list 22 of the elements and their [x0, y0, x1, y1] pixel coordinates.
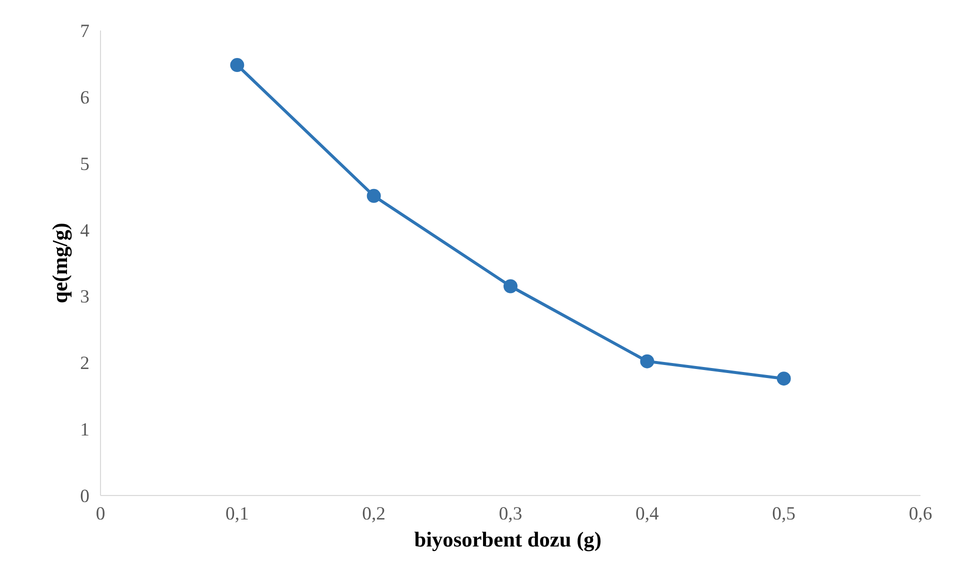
y-tick-label: 6	[80, 87, 90, 108]
y-tick-label: 4	[80, 220, 90, 242]
x-tick-label: 0,5	[772, 504, 796, 524]
x-axis-title: biyosorbent dozu (g)	[414, 528, 602, 552]
y-tick-label: 7	[80, 21, 90, 42]
y-tick-label: 5	[80, 154, 90, 175]
x-tick-label: 0,3	[498, 504, 522, 524]
y-tick-label: 2	[80, 353, 90, 374]
y-tick-label: 1	[80, 420, 90, 441]
x-tick-label: 0,4	[636, 504, 660, 524]
point	[776, 372, 791, 386]
point	[366, 188, 381, 203]
x-tick-label: 0	[96, 504, 106, 524]
point	[504, 279, 518, 294]
point	[640, 354, 654, 368]
y-axis-title: qe(mg/g)	[48, 222, 72, 304]
y-tick-label: 3	[80, 286, 90, 308]
x-tick-label: 0,6	[908, 504, 932, 524]
y-tick-label: 0	[80, 486, 90, 507]
x-tick-label: 0,1	[226, 504, 249, 524]
point	[230, 58, 244, 72]
x-tick-label: 0,2	[362, 504, 386, 524]
